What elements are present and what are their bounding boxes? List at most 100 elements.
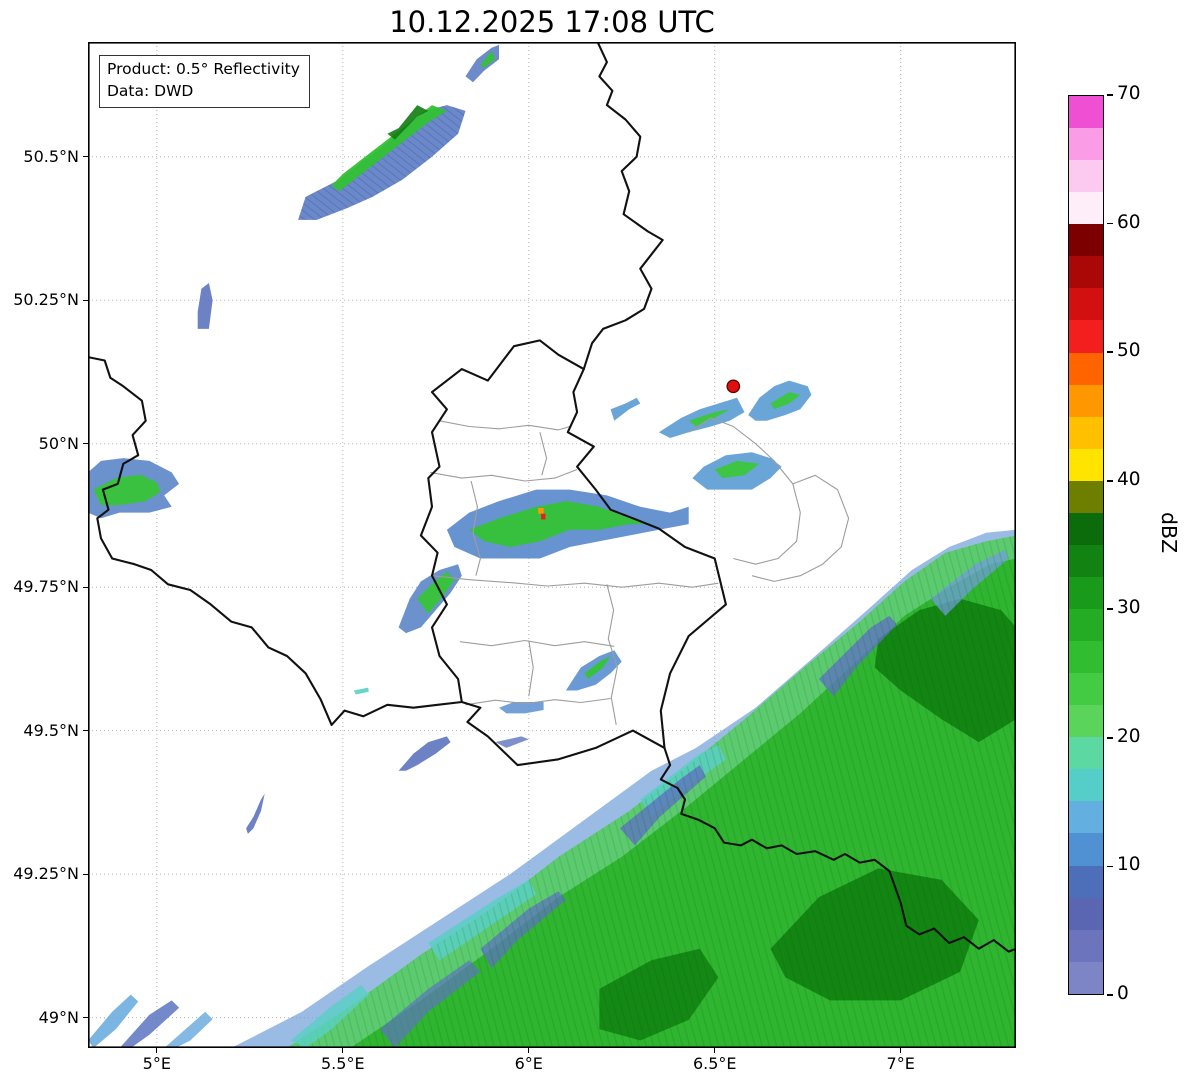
colorbar-step <box>1069 705 1103 738</box>
colorbar-step <box>1069 320 1103 353</box>
colorbar-tick-label: 30 <box>1117 597 1141 619</box>
colorbar-tick-mark <box>1107 994 1113 996</box>
admin-border <box>430 468 578 482</box>
radar-echo-bl-streak-4 <box>290 984 369 1048</box>
admin-border <box>688 417 801 565</box>
admin-border <box>470 480 481 576</box>
radar-echo-texture <box>287 535 1016 1048</box>
radar-echo-bl-diag-streak <box>246 793 265 834</box>
colorbar-step <box>1069 833 1103 866</box>
colorbar-step <box>1069 641 1103 674</box>
x-tick-label: 6°E <box>514 1054 543 1073</box>
colorbar-step <box>1069 512 1103 545</box>
x-tick-label: 6.5°E <box>692 1054 737 1073</box>
admin-border <box>439 420 570 431</box>
colorbar-tick-mark <box>1107 479 1113 482</box>
x-tick-mark <box>156 1048 158 1053</box>
colorbar-step <box>1069 480 1103 513</box>
radar-echo-west-small-streak <box>197 283 213 329</box>
radar-echo-central-hot-orange <box>538 508 544 514</box>
radar-echo-bl-streak-3 <box>164 1011 213 1048</box>
colorbar-tick-mark <box>1107 94 1113 96</box>
radar-echo-ne-streak-a <box>610 397 641 421</box>
colorbar-tick-mark <box>1107 737 1113 739</box>
colorbar-step <box>1069 352 1103 385</box>
border-france-belgium <box>88 356 463 726</box>
plot-frame <box>88 42 1016 1048</box>
border-belgium-germany <box>582 42 664 371</box>
colorbar-tick-mark <box>1107 865 1113 868</box>
x-tick-label: 5°E <box>142 1054 171 1073</box>
admin-border <box>465 697 611 706</box>
colorbar-step <box>1069 897 1103 930</box>
radar-echo-bl-streak-1 <box>88 994 139 1048</box>
admin-border <box>459 639 615 647</box>
admin-border <box>539 432 548 476</box>
y-tick-mark <box>83 156 88 158</box>
y-tick-mark <box>83 299 88 301</box>
plot-area: Product: 0.5° Reflectivity Data: DWD <box>88 42 1016 1048</box>
colorbar-tick-mark <box>1107 608 1113 611</box>
colorbar-step <box>1069 769 1103 802</box>
colorbar-step <box>1069 801 1103 834</box>
x-tick-mark <box>342 1048 344 1053</box>
y-tick-label: 50.25°N <box>13 290 79 310</box>
admin-border <box>528 640 534 697</box>
radar-echo-texture <box>298 105 466 220</box>
border-france-germany <box>659 746 1016 953</box>
y-tick-label: 49.25°N <box>13 864 79 884</box>
radar-echo-central-hot-red <box>541 513 546 520</box>
colorbar-step <box>1069 256 1103 289</box>
y-tick-mark <box>83 730 88 732</box>
colorbar-step <box>1069 576 1103 609</box>
x-tick-mark <box>900 1048 902 1053</box>
colorbar-step <box>1069 416 1103 449</box>
colorbar-step <box>1069 288 1103 321</box>
radar-site-marker <box>726 379 741 394</box>
colorbar-step <box>1069 961 1103 994</box>
colorbar-step <box>1069 929 1103 962</box>
y-tick-mark <box>83 586 88 588</box>
admin-border <box>606 584 618 725</box>
y-tick-label: 49.75°N <box>13 577 79 597</box>
colorbar-tick-label: 50 <box>1117 340 1141 362</box>
info-box: Product: 0.5° Reflectivity Data: DWD <box>99 55 310 109</box>
x-tick-label: 5.5°E <box>321 1054 365 1073</box>
radar-echo-ne-cluster-d-core <box>714 460 760 479</box>
colorbar-step <box>1069 128 1103 161</box>
radar-echo-ne-cluster-c-core <box>770 392 801 410</box>
radar-echo-west-edge-core <box>93 474 161 506</box>
colorbar-step <box>1069 224 1103 257</box>
colorbar-tick-mark <box>1107 222 1113 225</box>
map-title: 10.12.2025 17:08 UTC <box>389 5 715 39</box>
radar-echo-nw-band-dark <box>387 105 429 140</box>
radar-echo-top-cell-core <box>480 50 496 68</box>
radar-echo-ne-cluster-b-core <box>688 409 730 427</box>
colorbar-tick-label: 20 <box>1117 725 1141 747</box>
echo-layer <box>88 44 1016 1048</box>
colorbar-tick-label: 70 <box>1117 83 1141 104</box>
radar-echo-sw-streak-1 <box>398 736 451 771</box>
colorbar-step <box>1069 384 1103 417</box>
info-source-line: Data: DWD <box>107 81 194 100</box>
y-tick-mark <box>83 873 88 875</box>
colorbar-tick-label: 10 <box>1117 854 1141 876</box>
info-product-line: Product: 0.5° Reflectivity <box>107 60 300 78</box>
colorbar-step <box>1069 192 1103 225</box>
colorbar-tick-label: 40 <box>1117 468 1141 490</box>
radar-echo-nw-band-core <box>331 105 447 192</box>
y-tick-label: 49.5°N <box>23 720 79 740</box>
radar-echo-south-cell-core <box>584 656 611 679</box>
border-luxembourg <box>419 339 727 767</box>
radar-echo-south-cyan-dash <box>353 687 369 695</box>
colorbar-step <box>1069 448 1103 481</box>
radar-echo-bl-streak-5 <box>380 960 481 1048</box>
x-tick-label: 7°E <box>886 1054 915 1073</box>
colorbar-step <box>1069 544 1103 577</box>
colorbar-step <box>1069 96 1103 129</box>
x-tick-mark <box>528 1048 530 1053</box>
colorbar-step <box>1069 609 1103 642</box>
colorbar-tick-label: 60 <box>1117 211 1141 233</box>
radar-echo-arlon-core <box>417 571 455 614</box>
